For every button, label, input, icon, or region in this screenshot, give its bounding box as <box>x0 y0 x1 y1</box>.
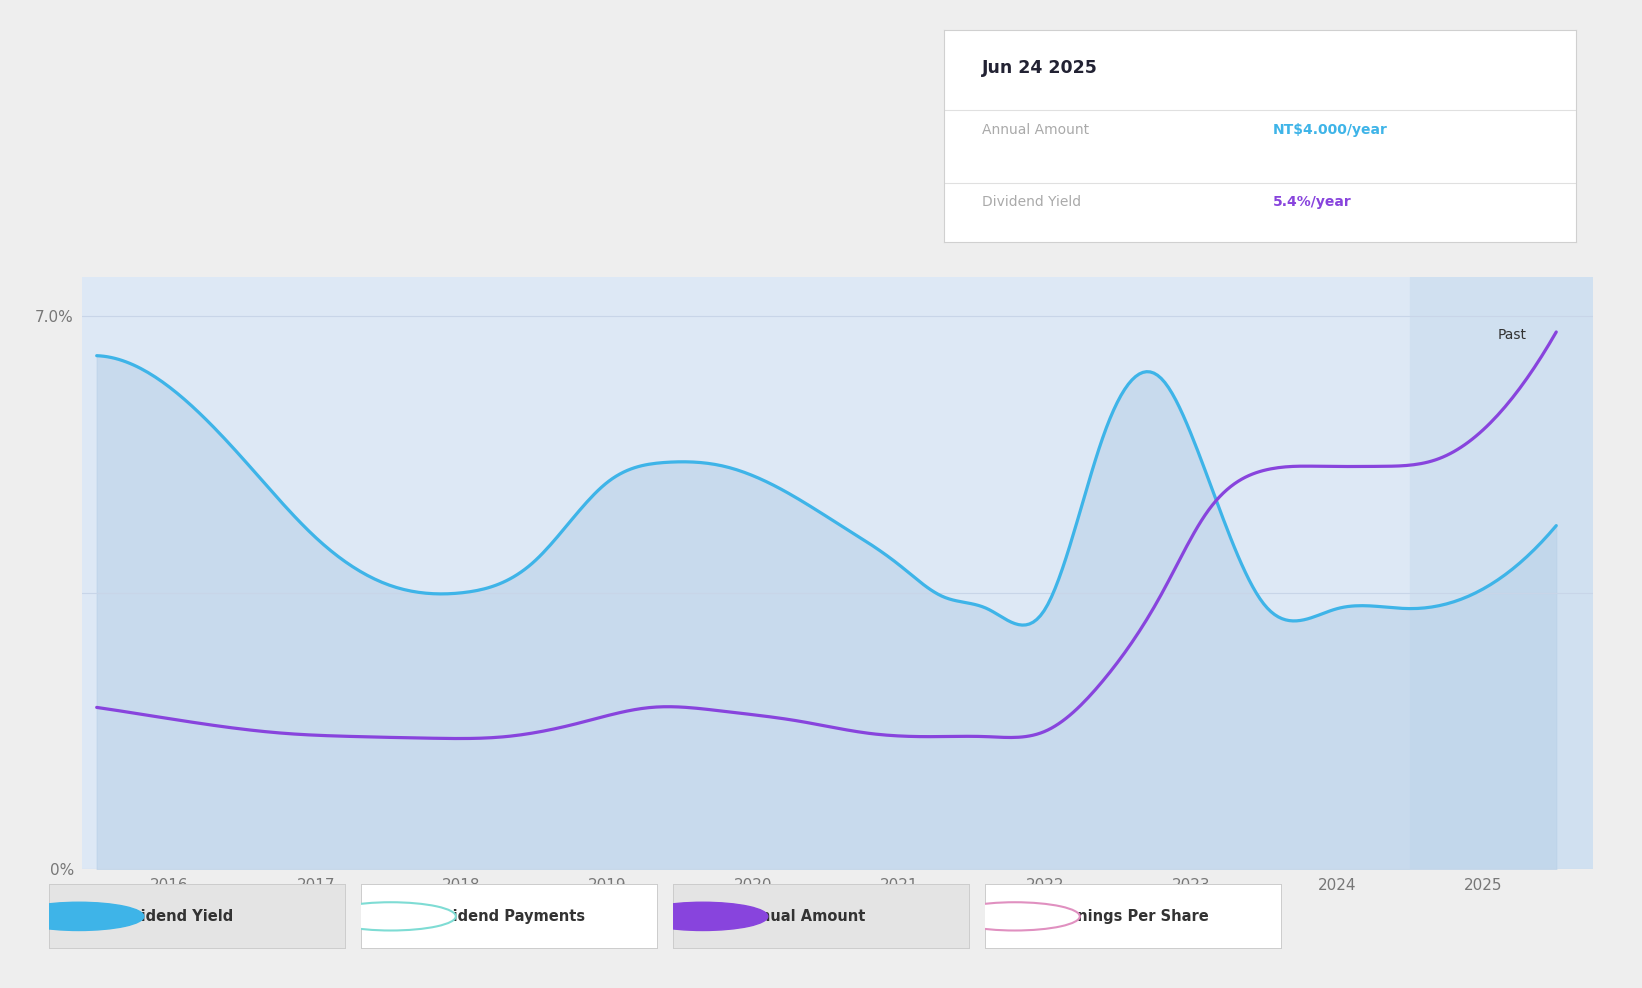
Text: Past: Past <box>1498 328 1527 342</box>
Text: NT$4.000/year: NT$4.000/year <box>1273 124 1387 137</box>
Text: 5.4%/year: 5.4%/year <box>1273 196 1351 209</box>
Text: Dividend Payments: Dividend Payments <box>427 909 586 924</box>
Text: Annual Amount: Annual Amount <box>739 909 865 924</box>
Circle shape <box>325 902 456 931</box>
Text: Earnings Per Share: Earnings Per Share <box>1051 909 1209 924</box>
Circle shape <box>637 902 768 931</box>
Text: Annual Amount: Annual Amount <box>982 124 1089 137</box>
Text: Dividend Yield: Dividend Yield <box>115 909 233 924</box>
Text: Jun 24 2025: Jun 24 2025 <box>982 59 1098 77</box>
Bar <box>1410 277 1593 869</box>
Text: Dividend Yield: Dividend Yield <box>982 196 1080 209</box>
Circle shape <box>13 902 144 931</box>
Circle shape <box>949 902 1080 931</box>
